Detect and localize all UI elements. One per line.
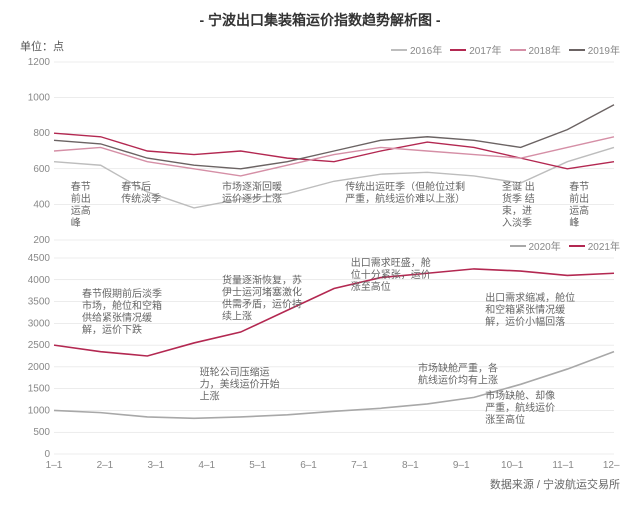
legend-label: 2018年: [529, 42, 561, 57]
y-tick-label: 400: [33, 199, 50, 210]
annotation-text: 班轮公司压缩运力，美线运价开始上涨: [200, 366, 280, 403]
y-tick-label: 1000: [28, 405, 51, 416]
y-tick-label: 4500: [28, 253, 51, 264]
x-tick-label: 1–1: [46, 460, 63, 471]
y-tick-label: 3000: [28, 318, 51, 329]
annotation-text: 春节前出运高峰: [569, 181, 589, 229]
y-tick-label: 500: [33, 427, 50, 438]
x-tick-label: 9–1: [453, 460, 470, 471]
legend-swatch: [569, 49, 585, 51]
legend-swatch: [391, 49, 407, 51]
legend-label: 2016年: [410, 42, 442, 57]
annotation-text: 市场逐渐回暖运价逐步上涨: [222, 180, 282, 205]
x-tick-label: 4–1: [198, 460, 215, 471]
y-tick-label: 1000: [28, 93, 51, 104]
y-tick-label: 2000: [28, 362, 51, 373]
legend-item: 2020年: [510, 238, 561, 253]
x-tick-label: 3–1: [147, 460, 164, 471]
x-tick-label: 7–1: [351, 460, 368, 471]
series-line: [54, 137, 614, 176]
y-tick-label: 1200: [28, 57, 51, 68]
x-tick-label: 12–1: [603, 460, 620, 471]
bottom-chart: 2020年2021年 05001000150020002500300035004…: [20, 252, 620, 472]
legend-bottom: 2020年 2021年: [510, 238, 621, 253]
legend-swatch: [510, 49, 526, 51]
legend-item: 2021年: [569, 238, 620, 253]
x-tick-label: 10–1: [501, 460, 524, 471]
annotation-text: 春节前出运高峰: [71, 181, 91, 229]
legend-swatch: [450, 49, 466, 51]
annotation-text: 货量逐渐恢复，苏伊士运河堵塞激化供需矛盾，运价持续上涨: [222, 273, 302, 322]
y-tick-label: 2500: [28, 340, 51, 351]
x-tick-label: 2–1: [97, 460, 114, 471]
annotation-text: 春节假期前后淡季市场，舱位和空箱供给紧张情况缓解，运价下跌: [82, 287, 162, 336]
y-tick-label: 1500: [28, 384, 51, 395]
y-tick-label: 200: [33, 235, 50, 246]
legend-top: 2016年 2017年 2018年 2019年: [391, 42, 620, 57]
legend-label: 2019年: [588, 42, 620, 57]
legend-label: 2020年: [529, 238, 561, 253]
legend-swatch: [510, 245, 526, 247]
y-tick-label: 600: [33, 164, 50, 175]
legend-swatch: [569, 245, 585, 247]
y-tick-label: 800: [33, 128, 50, 139]
x-tick-label: 5–1: [249, 460, 266, 471]
annotation-text: 春节后传统淡季: [121, 181, 161, 205]
x-tick-label: 6–1: [300, 460, 317, 471]
top-chart: 2016年2017年2018年2019年 2004006008001000120…: [20, 56, 620, 246]
legend-item: 2016年: [391, 42, 442, 57]
annotation-text: 市场缺舱、却像严重，航线运价涨至高位: [485, 389, 555, 426]
annotation-text: 市场缺舱严重，各航线运价均有上涨: [418, 362, 498, 387]
legend-item: 2017年: [450, 42, 501, 57]
legend-item: 2019年: [569, 42, 620, 57]
chart-title: - 宁波出口集装箱运价指数趋势解析图 -: [20, 10, 620, 30]
source-label: 数据来源 / 宁波航运交易所: [20, 476, 620, 492]
annotation-text: 出口需求缩减，舱位和空箱紧张情况缓解，运价小幅回落: [485, 291, 575, 328]
x-tick-label: 11–1: [552, 460, 574, 471]
y-tick-label: 4000: [28, 275, 51, 286]
legend-label: 2021年: [588, 238, 620, 253]
annotation-text: 出口需求旺盛，舱位十分紧张，运价涨至高位: [351, 256, 431, 293]
x-tick-label: 8–1: [402, 460, 419, 471]
legend-label: 2017年: [469, 42, 501, 57]
y-tick-label: 3500: [28, 297, 51, 308]
annotation-text: 传统出运旺季（但舱位过剩严重，航线运价难以上涨）: [345, 180, 465, 205]
annotation-text: 圣诞 出货季 结束，进入淡季: [502, 180, 535, 229]
y-tick-label: 0: [44, 449, 50, 460]
legend-item: 2018年: [510, 42, 561, 57]
